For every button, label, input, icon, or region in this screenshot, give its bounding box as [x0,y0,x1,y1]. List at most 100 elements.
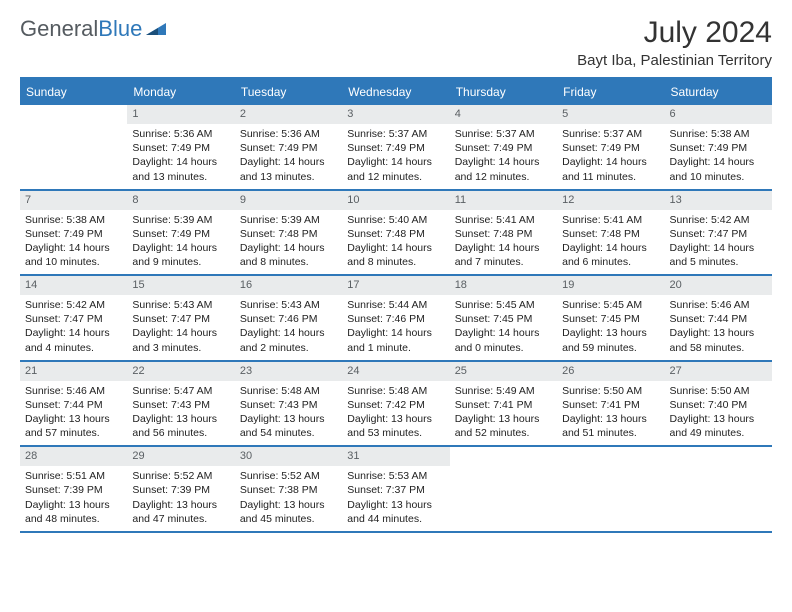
daylight-text: Daylight: 14 hours and 9 minutes. [132,241,229,269]
sunrise-text: Sunrise: 5:49 AM [455,384,552,398]
calendar-day-cell: 12Sunrise: 5:41 AMSunset: 7:48 PMDayligh… [557,191,664,275]
day-number: 31 [342,447,449,466]
sunset-text: Sunset: 7:49 PM [562,141,659,155]
weekday-header: Sunday [20,79,127,105]
calendar-week-row: 21Sunrise: 5:46 AMSunset: 7:44 PMDayligh… [20,362,772,448]
day-number: 20 [665,276,772,295]
calendar-day-cell: 11Sunrise: 5:41 AMSunset: 7:48 PMDayligh… [450,191,557,275]
daylight-text: Daylight: 14 hours and 4 minutes. [25,326,122,354]
daylight-text: Daylight: 14 hours and 5 minutes. [670,241,767,269]
day-number: 2 [235,105,342,124]
daylight-text: Daylight: 13 hours and 44 minutes. [347,498,444,526]
weekday-header-row: SundayMondayTuesdayWednesdayThursdayFrid… [20,79,772,105]
sunset-text: Sunset: 7:47 PM [670,227,767,241]
sunset-text: Sunset: 7:39 PM [132,483,229,497]
daylight-text: Daylight: 14 hours and 3 minutes. [132,326,229,354]
day-number: 21 [20,362,127,381]
sunset-text: Sunset: 7:49 PM [240,141,337,155]
day-number: 29 [127,447,234,466]
daylight-text: Daylight: 13 hours and 56 minutes. [132,412,229,440]
calendar-day-cell: 3Sunrise: 5:37 AMSunset: 7:49 PMDaylight… [342,105,449,189]
sunset-text: Sunset: 7:41 PM [455,398,552,412]
sunset-text: Sunset: 7:38 PM [240,483,337,497]
calendar-day-cell: 6Sunrise: 5:38 AMSunset: 7:49 PMDaylight… [665,105,772,189]
sunset-text: Sunset: 7:48 PM [347,227,444,241]
brand-name-gray: General [20,16,98,41]
daylight-text: Daylight: 13 hours and 52 minutes. [455,412,552,440]
calendar-day-cell: 1Sunrise: 5:36 AMSunset: 7:49 PMDaylight… [127,105,234,189]
day-number: 16 [235,276,342,295]
calendar-day-cell: 30Sunrise: 5:52 AMSunset: 7:38 PMDayligh… [235,447,342,531]
day-number: 28 [20,447,127,466]
calendar-day-cell: 22Sunrise: 5:47 AMSunset: 7:43 PMDayligh… [127,362,234,446]
sunrise-text: Sunrise: 5:41 AM [455,213,552,227]
sunset-text: Sunset: 7:45 PM [562,312,659,326]
day-number: 7 [20,191,127,210]
daylight-text: Daylight: 13 hours and 51 minutes. [562,412,659,440]
day-number: 23 [235,362,342,381]
sunrise-text: Sunrise: 5:37 AM [562,127,659,141]
day-number: 25 [450,362,557,381]
sunset-text: Sunset: 7:48 PM [562,227,659,241]
sunrise-text: Sunrise: 5:42 AM [670,213,767,227]
weekday-header: Wednesday [342,79,449,105]
calendar-day-cell: 5 Sunrise: 5:37 AMSunset: 7:49 PMDaylight… [557,105,664,189]
calendar-day-cell: 23Sunrise: 5:48 AMSunset: 7:43 PMDayligh… [235,362,342,446]
brand-logo: GeneralBlue [20,16,166,42]
calendar-day-cell: 15Sunrise: 5:43 AMSunset: 7:47 PMDayligh… [127,276,234,360]
day-number: 12 [557,191,664,210]
sunset-text: Sunset: 7:41 PM [562,398,659,412]
sunset-text: Sunset: 7:49 PM [347,141,444,155]
calendar-week-row: 14Sunrise: 5:42 AMSunset: 7:47 PMDayligh… [20,276,772,362]
sunset-text: Sunset: 7:49 PM [670,141,767,155]
sunrise-text: Sunrise: 5:36 AM [132,127,229,141]
day-number: 15 [127,276,234,295]
sunset-text: Sunset: 7:39 PM [25,483,122,497]
day-number: 19 [557,276,664,295]
month-title: July 2024 [577,16,772,50]
calendar-day-cell: 8Sunrise: 5:39 AMSunset: 7:49 PMDaylight… [127,191,234,275]
daylight-text: Daylight: 13 hours and 49 minutes. [670,412,767,440]
daylight-text: Daylight: 14 hours and 13 minutes. [132,155,229,183]
daylight-text: Daylight: 14 hours and 6 minutes. [562,241,659,269]
daylight-text: Daylight: 14 hours and 10 minutes. [670,155,767,183]
day-number: 18 [450,276,557,295]
sunset-text: Sunset: 7:44 PM [670,312,767,326]
day-number: 27 [665,362,772,381]
sunrise-text: Sunrise: 5:51 AM [25,469,122,483]
title-block: July 2024 Bayt Iba, Palestinian Territor… [577,16,772,69]
weekday-header: Thursday [450,79,557,105]
calendar-day-cell: 16Sunrise: 5:43 AMSunset: 7:46 PMDayligh… [235,276,342,360]
daylight-text: Daylight: 14 hours and 8 minutes. [240,241,337,269]
sunrise-text: Sunrise: 5:38 AM [670,127,767,141]
sunrise-text: Sunrise: 5:43 AM [240,298,337,312]
calendar-week-row: 1Sunrise: 5:36 AMSunset: 7:49 PMDaylight… [20,105,772,191]
brand-name: GeneralBlue [20,16,142,42]
weekday-header: Friday [557,79,664,105]
daylight-text: Daylight: 14 hours and 7 minutes. [455,241,552,269]
sunset-text: Sunset: 7:43 PM [132,398,229,412]
sunset-text: Sunset: 7:48 PM [455,227,552,241]
day-number: 5 [557,105,664,124]
sunrise-text: Sunrise: 5:37 AM [455,127,552,141]
sunset-text: Sunset: 7:49 PM [25,227,122,241]
daylight-text: Daylight: 13 hours and 58 minutes. [670,326,767,354]
calendar-day-cell: 14Sunrise: 5:42 AMSunset: 7:47 PMDayligh… [20,276,127,360]
calendar-day-cell [665,447,772,531]
sunrise-text: Sunrise: 5:37 AM [347,127,444,141]
day-number: 1 [127,105,234,124]
sunset-text: Sunset: 7:37 PM [347,483,444,497]
daylight-text: Daylight: 13 hours and 59 minutes. [562,326,659,354]
daylight-text: Daylight: 14 hours and 0 minutes. [455,326,552,354]
sunset-text: Sunset: 7:49 PM [455,141,552,155]
sunrise-text: Sunrise: 5:52 AM [240,469,337,483]
sunrise-text: Sunrise: 5:47 AM [132,384,229,398]
weekday-header: Tuesday [235,79,342,105]
calendar-day-cell: 7Sunrise: 5:38 AMSunset: 7:49 PMDaylight… [20,191,127,275]
daylight-text: Daylight: 14 hours and 11 minutes. [562,155,659,183]
weekday-header: Monday [127,79,234,105]
day-number: 4 [450,105,557,124]
calendar-day-cell: 31Sunrise: 5:53 AMSunset: 7:37 PMDayligh… [342,447,449,531]
calendar-day-cell: 4Sunrise: 5:37 AMSunset: 7:49 PMDaylight… [450,105,557,189]
sunrise-text: Sunrise: 5:45 AM [562,298,659,312]
